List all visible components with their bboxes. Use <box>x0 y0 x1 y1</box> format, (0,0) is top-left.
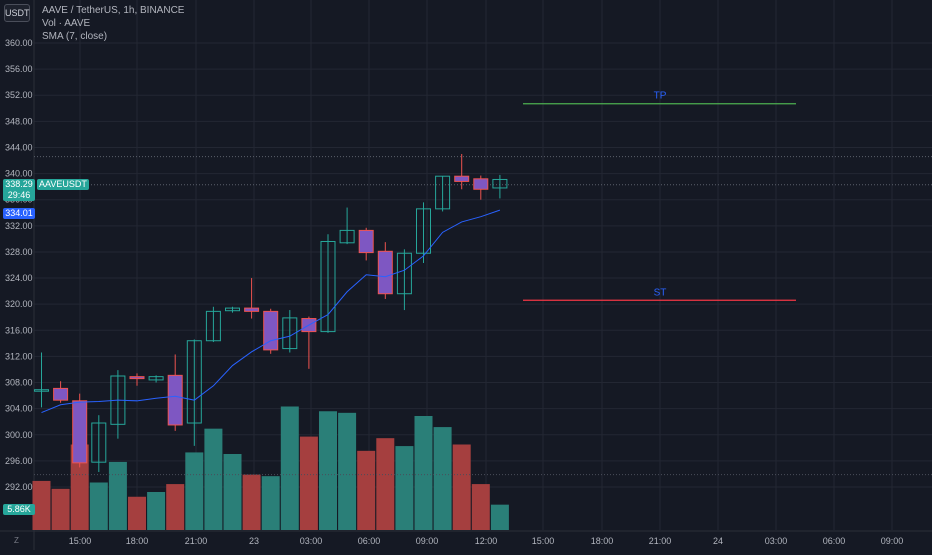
x-tick-label: 21:00 <box>185 536 208 546</box>
x-tick-label: 06:00 <box>823 536 846 546</box>
y-tick-label: 348.00 <box>5 116 33 126</box>
x-tick-label: 24 <box>713 536 723 546</box>
volume-bar <box>32 480 51 530</box>
x-tick-label: 21:00 <box>649 536 672 546</box>
volume-bar <box>433 427 452 530</box>
x-tick-label: 18:00 <box>126 536 149 546</box>
volume-bar <box>280 406 299 530</box>
x-tick-label: 23 <box>249 536 259 546</box>
y-tick-label: 360.00 <box>5 38 33 48</box>
candle-body <box>377 250 393 295</box>
volume-bar <box>319 411 337 530</box>
volume-bar <box>471 484 490 530</box>
y-tick-label: 316.00 <box>5 325 33 335</box>
volume-bar <box>70 444 89 530</box>
volume-bar <box>89 482 108 530</box>
level-label-st: ST <box>654 287 667 298</box>
x-tick-label: 09:00 <box>416 536 439 546</box>
x-tick-label: 09:00 <box>881 536 904 546</box>
volume-bar <box>338 412 357 530</box>
volume-bar <box>357 450 376 530</box>
candle-body <box>53 387 69 401</box>
volume-bar <box>223 454 242 530</box>
y-tick-label: 340.00 <box>5 169 33 179</box>
candle-body <box>435 175 451 210</box>
volume-bar <box>490 504 509 530</box>
candle-body <box>473 178 489 190</box>
y-tick-label: 308.00 <box>5 378 33 388</box>
candle-body <box>148 376 164 381</box>
volume-bar <box>51 488 70 530</box>
symbol-button[interactable]: USDT <box>4 4 30 22</box>
y-tick-label: 344.00 <box>5 142 33 152</box>
y-tick-label: 328.00 <box>5 247 33 257</box>
volume-bar <box>261 476 280 530</box>
sma-price-tag: 334.01 <box>3 208 35 219</box>
candle-body <box>225 307 240 312</box>
volume-bar <box>299 436 318 530</box>
y-tick-label: 320.00 <box>5 299 33 309</box>
volume-value-tag: 5.86K <box>3 504 35 515</box>
volume-bar <box>166 484 185 530</box>
volume-bar <box>204 428 223 530</box>
zoom-reset-button[interactable]: Z <box>14 536 19 545</box>
candle-body <box>454 175 470 182</box>
candle-body <box>129 376 145 380</box>
x-tick-label: 12:00 <box>475 536 498 546</box>
symbol-price-label: AAVEUSDT <box>37 179 89 190</box>
y-tick-label: 332.00 <box>5 221 33 231</box>
volume-bar <box>376 438 395 530</box>
y-tick-label: 304.00 <box>5 404 33 414</box>
x-tick-label: 18:00 <box>591 536 614 546</box>
y-tick-label: 324.00 <box>5 273 33 283</box>
x-tick-label: 15:00 <box>69 536 92 546</box>
current-price: 338.29 <box>5 179 33 189</box>
candle-body <box>186 340 202 424</box>
volume-bar <box>414 416 433 530</box>
candle-body <box>205 310 221 342</box>
volume-bar <box>108 461 127 530</box>
bar-countdown: 29:46 <box>7 190 31 200</box>
candle-body <box>72 400 88 464</box>
y-tick-label: 300.00 <box>5 430 33 440</box>
volume-bar <box>128 496 146 530</box>
volume-bar <box>395 446 414 530</box>
candle-body <box>339 229 355 244</box>
y-tick-label: 292.00 <box>5 482 33 492</box>
candle-body <box>244 307 260 312</box>
candle-body <box>492 178 508 189</box>
x-tick-label: 06:00 <box>358 536 381 546</box>
volume-bar <box>185 452 204 530</box>
y-tick-label: 312.00 <box>5 351 33 361</box>
chart-legend: AAVE / TetherUS, 1h, BINANCE Vol · AAVE … <box>42 4 184 43</box>
sma-line <box>41 209 501 414</box>
candle-body <box>282 317 298 350</box>
x-tick-label: 15:00 <box>532 536 555 546</box>
current-price-tag: 338.29 29:46 <box>3 179 35 201</box>
candle-body <box>91 422 107 463</box>
candle-body <box>167 374 183 426</box>
candle-body <box>320 240 336 333</box>
candle-body <box>396 252 412 295</box>
legend-volume[interactable]: Vol · AAVE <box>42 18 91 29</box>
y-tick-label: 352.00 <box>5 90 33 100</box>
volume-bar <box>242 474 261 530</box>
x-tick-label: 03:00 <box>300 536 323 546</box>
y-tick-label: 356.00 <box>5 64 33 74</box>
candle-body <box>358 229 374 254</box>
legend-sma[interactable]: SMA (7, close) <box>42 31 108 42</box>
x-tick-label: 03:00 <box>765 536 788 546</box>
volume-bar <box>452 444 471 530</box>
level-label-tp: TP <box>654 91 667 102</box>
volume-bar <box>147 492 166 530</box>
candle-body <box>416 208 431 254</box>
candle-body <box>34 389 49 392</box>
y-tick-label: 296.00 <box>5 456 33 466</box>
legend-symbol[interactable]: AAVE / TetherUS, 1h, BINANCE <box>42 5 185 16</box>
